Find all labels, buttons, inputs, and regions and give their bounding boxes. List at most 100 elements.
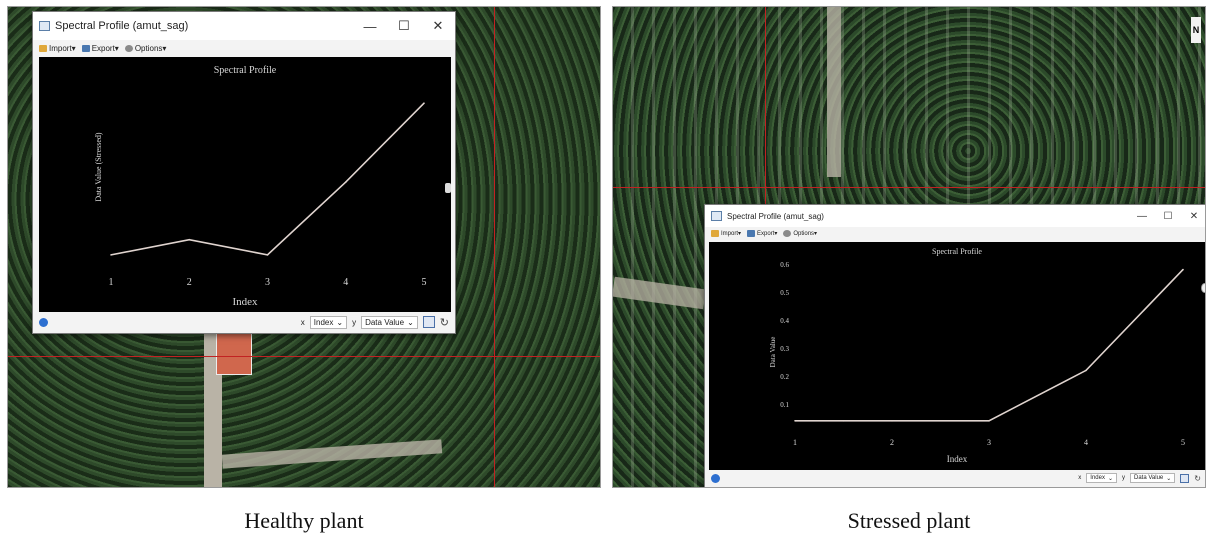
x-tick-label: 2 <box>187 277 192 288</box>
road <box>827 7 841 177</box>
crosshair-horizontal <box>613 187 1205 188</box>
edit-icon[interactable] <box>1180 473 1190 483</box>
help-icon[interactable] <box>39 317 48 327</box>
x-tick-label: 1 <box>793 438 797 447</box>
spectral-plot: Spectral Profile Index Data Value 1 2 3 4 5 0… <box>709 242 1205 470</box>
x-tick-label: 4 <box>1084 438 1088 447</box>
x-axis-tag: x <box>300 317 305 327</box>
x-axis-select[interactable]: Index ⌄ <box>1086 473 1118 483</box>
import-icon <box>711 229 719 237</box>
x-tick-label: 5 <box>422 277 427 288</box>
x-axis-label: Index <box>947 454 968 464</box>
data-point <box>794 420 796 422</box>
data-point <box>988 420 990 422</box>
refresh-icon[interactable]: ↻ <box>439 316 449 329</box>
options-menu[interactable]: Options▾ <box>124 43 167 53</box>
export-label: Export▾ <box>757 230 778 237</box>
maximize-button[interactable]: ☐ <box>398 18 410 33</box>
export-menu[interactable]: Export▾ <box>747 229 778 237</box>
data-point <box>266 254 269 256</box>
data-point <box>188 238 191 241</box>
y-tick-label: 0.6 <box>780 261 789 269</box>
caption-stressed: Stressed plant <box>847 508 971 533</box>
chevron-down-icon: ⌄ <box>336 317 344 327</box>
y-axis-label: Data Value (Stressed) <box>94 132 103 202</box>
window-title: Spectral Profile (amut_sag) <box>55 20 189 32</box>
x-tick-label: 3 <box>265 277 270 288</box>
export-label: Export▾ <box>91 43 119 53</box>
x-axis-label: Index <box>232 296 258 308</box>
resize-handle[interactable] <box>1201 283 1205 293</box>
import-menu[interactable]: Import▾ <box>711 229 742 237</box>
north-arrow: N <box>1191 17 1201 43</box>
y-tick-label: 0.2 <box>780 373 789 381</box>
import-icon <box>39 44 47 52</box>
x-tick-label: 3 <box>987 438 991 447</box>
options-menu[interactable]: Options▾ <box>783 229 818 237</box>
import-label: Import▾ <box>721 230 742 237</box>
y-axis-select[interactable]: Data Value ⌄ <box>1130 473 1176 483</box>
spectral-plot: Spectral Profile Index Data Value (Stres… <box>39 57 451 312</box>
close-button[interactable]: ✕ <box>1189 210 1199 222</box>
y-tick-label: 0.1 <box>780 401 789 409</box>
export-menu[interactable]: Export▾ <box>81 43 119 53</box>
window-titlebar[interactable]: Spectral Profile (amut_sag) — ☐ ✕ <box>705 205 1205 227</box>
data-point <box>1182 268 1184 271</box>
maximize-button[interactable]: ☐ <box>1163 210 1173 222</box>
y-axis-tag: y <box>352 317 357 327</box>
y-tick-label: 0.5 <box>780 289 789 297</box>
y-axis-select[interactable]: Data Value ⌄ <box>361 315 418 329</box>
data-point <box>110 254 112 256</box>
chevron-down-icon: ⌄ <box>1107 475 1114 482</box>
app-icon <box>711 211 722 221</box>
data-point <box>1085 369 1087 372</box>
spectral-chart-healthy: Spectral Profile Index Data Value (Stres… <box>94 65 427 308</box>
y-tick-label: 0.4 <box>780 317 789 325</box>
minimize-button[interactable]: — <box>363 18 377 34</box>
x-tick-label: 4 <box>343 277 348 288</box>
app-icon <box>39 21 50 31</box>
data-point <box>842 420 845 422</box>
x-tick-label: 2 <box>890 438 894 447</box>
gear-icon <box>783 229 792 237</box>
y-axis-select-value: Data Value <box>365 317 405 327</box>
building <box>216 333 252 375</box>
import-menu[interactable]: Import▾ <box>39 44 76 53</box>
edit-icon[interactable] <box>422 316 435 328</box>
y-tick-label: 0.3 <box>780 345 789 353</box>
chart-title: Spectral Profile <box>214 65 277 76</box>
window-title: Spectral Profile (amut_sag) <box>727 211 824 221</box>
x-axis-select-value: Index <box>313 317 334 327</box>
statusbar: x Index ⌄ y Data Value ⌄ ↻ <box>705 469 1205 487</box>
window-titlebar[interactable]: Spectral Profile (amut_sag) — ☐ ✕ <box>33 12 455 40</box>
healthy-plant-panel: Spectral Profile (amut_sag) — ☐ ✕ Import… <box>7 6 601 488</box>
spectral-chart-stressed: Spectral Profile Index Data Value 1 2 3 4 5 0… <box>769 247 1185 464</box>
chevron-down-icon: ⌄ <box>407 317 414 327</box>
refresh-icon[interactable]: ↻ <box>1194 473 1201 483</box>
close-button[interactable]: ✕ <box>432 18 444 33</box>
spectral-profile-window[interactable]: Spectral Profile (amut_sag) — ☐ ✕ Import… <box>704 204 1205 487</box>
import-label: Import▾ <box>49 43 76 53</box>
minimize-button[interactable]: — <box>1137 210 1147 222</box>
spectral-profile-window[interactable]: Spectral Profile (amut_sag) — ☐ ✕ Import… <box>32 11 456 334</box>
x-axis-select[interactable]: Index ⌄ <box>309 315 348 329</box>
toolbar: Import▾ Export▾ Options▾ <box>705 227 1205 239</box>
x-axis-tag: x <box>1078 475 1082 481</box>
caption-healthy: Healthy plant <box>244 508 364 533</box>
crosshair-horizontal <box>8 356 600 357</box>
y-axis-label: Data Value <box>769 337 777 368</box>
options-label: Options▾ <box>134 43 167 53</box>
crosshair-vertical <box>494 7 495 487</box>
options-label: Options▾ <box>793 230 818 237</box>
y-axis-select-value: Data Value <box>1134 475 1164 481</box>
y-axis-tag: y <box>1122 475 1126 481</box>
help-icon[interactable] <box>711 473 720 483</box>
chart-title: Spectral Profile <box>932 247 982 256</box>
x-tick-label: 5 <box>1181 438 1185 447</box>
chevron-down-icon: ⌄ <box>1166 475 1172 482</box>
x-axis-select-value: Index <box>1090 475 1105 481</box>
data-point <box>423 102 425 104</box>
toolbar: Import▾ Export▾ Options▾ <box>33 40 455 56</box>
data-point <box>891 420 893 422</box>
resize-handle[interactable] <box>445 183 451 193</box>
